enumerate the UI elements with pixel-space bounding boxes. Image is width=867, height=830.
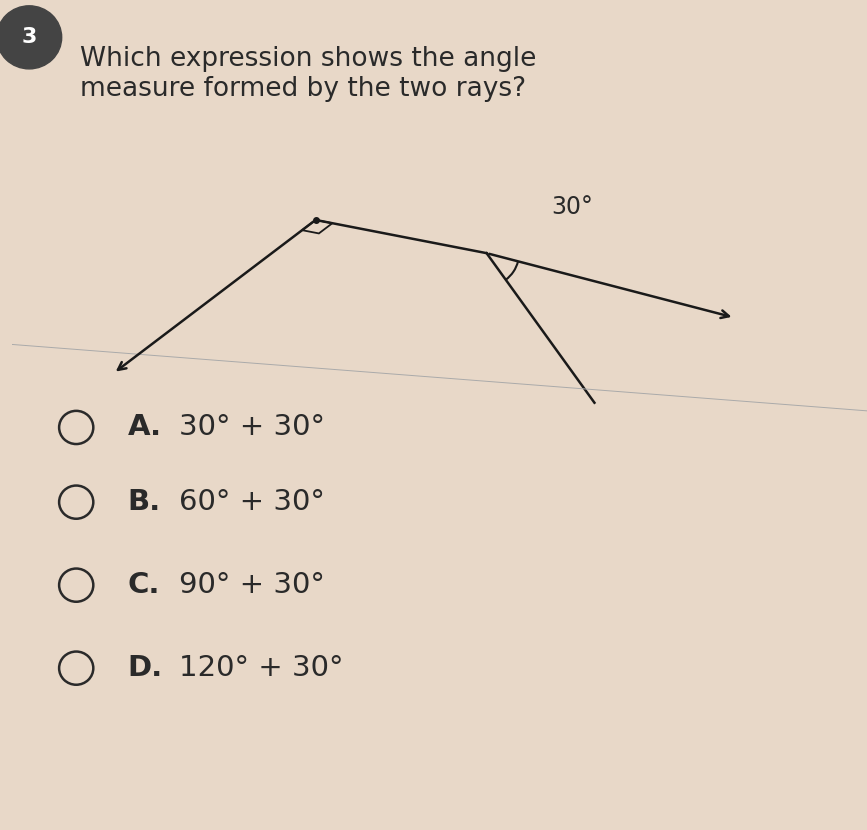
Text: D.: D. (127, 654, 163, 682)
Text: 60° + 30°: 60° + 30° (179, 488, 324, 516)
Text: C.: C. (127, 571, 160, 599)
Text: B.: B. (127, 488, 160, 516)
Text: Which expression shows the angle
measure formed by the two rays?: Which expression shows the angle measure… (81, 46, 537, 101)
Text: 120° + 30°: 120° + 30° (179, 654, 343, 682)
Text: 30° + 30°: 30° + 30° (179, 413, 325, 442)
Text: A.: A. (127, 413, 161, 442)
Text: 30°: 30° (551, 196, 593, 219)
Text: 3: 3 (22, 27, 37, 47)
Text: 90° + 30°: 90° + 30° (179, 571, 324, 599)
Circle shape (0, 6, 62, 69)
